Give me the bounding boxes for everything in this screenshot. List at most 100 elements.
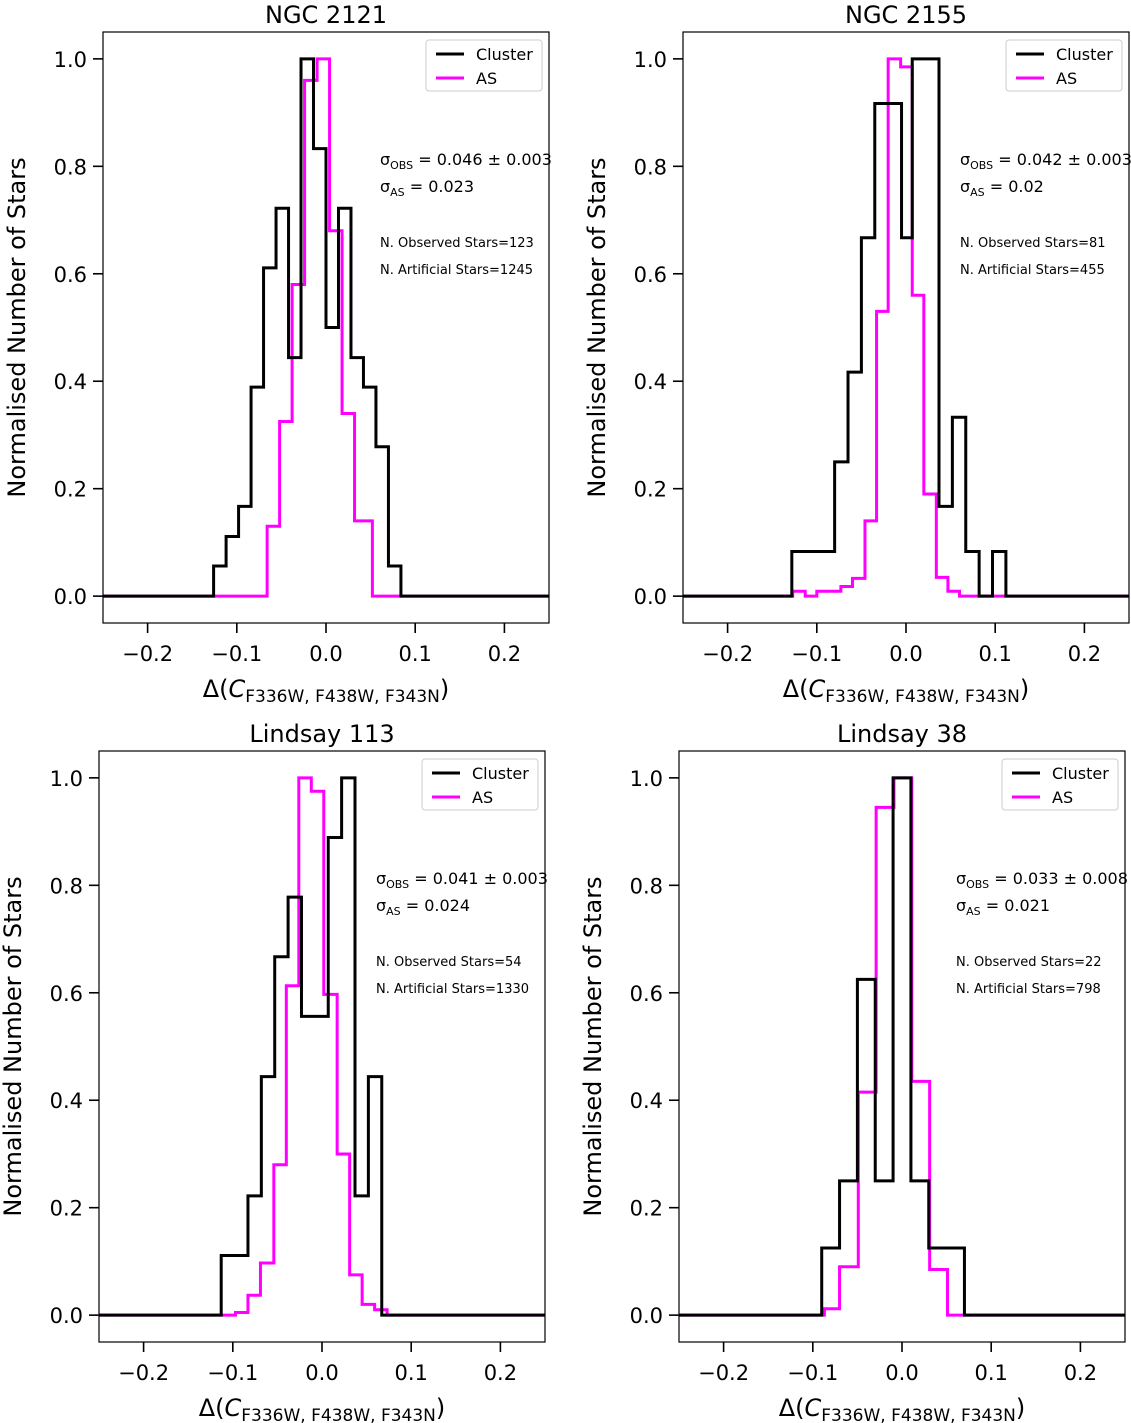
x-tick-label: 0.0	[309, 642, 342, 666]
x-tick-label: −0.2	[702, 642, 753, 666]
y-tick-label: 0.2	[54, 478, 87, 502]
legend: Cluster AS	[1001, 758, 1119, 811]
x-axis-label-suffix: )	[436, 1394, 445, 1422]
x-tick-label: 0.0	[889, 642, 922, 666]
sigma-as-value: 0.021	[1004, 896, 1050, 915]
y-tick-label: 0.4	[54, 370, 87, 394]
y-tick-label: 0.6	[50, 982, 83, 1006]
sigma-as-subscript: AS	[386, 905, 401, 918]
as-histogram-line	[683, 57, 1129, 598]
legend-label: AS	[1052, 788, 1073, 807]
y-tick-label: 1.0	[54, 48, 87, 72]
cluster-histogram-line	[679, 776, 1125, 1317]
chart-panel: NGC 2155 −0.2 −0.1 0.0 0.1 0.2 0.0 0.2 0.4 0.6 0.8…	[583, 1, 1131, 707]
sigma-as-subscript: AS	[390, 186, 405, 199]
sigma-obs-value: 0.041 ± 0.003	[433, 869, 548, 888]
x-axis-label-subscript: F336W, F438W, F343N	[241, 1406, 436, 1423]
chart-title: NGC 2121	[265, 1, 387, 29]
legend-label: AS	[472, 788, 493, 807]
equals-sign: =	[413, 150, 437, 169]
sigma-obs-annotation: σOBS = 0.033 ± 0.008	[956, 869, 1128, 891]
sigma-obs-subscript: OBS	[966, 878, 989, 891]
sigma-obs-annotation: σOBS = 0.046 ± 0.003	[380, 150, 552, 172]
legend-label: Cluster	[476, 45, 533, 64]
x-tick-label: −0.2	[122, 642, 173, 666]
legend-label: Cluster	[1052, 764, 1109, 783]
y-axis-label: Normalised Number of Stars	[0, 876, 27, 1216]
x-tick-label: 0.1	[394, 1361, 427, 1385]
sigma-symbol: σ	[960, 177, 970, 196]
x-tick-label: 0.1	[974, 1361, 1007, 1385]
x-axis-label: Δ(CF336W, F438W, F343N)	[783, 675, 1030, 707]
sigma-obs-value: 0.042 ± 0.003	[1017, 150, 1131, 169]
sigma-obs-annotation: σOBS = 0.042 ± 0.003	[960, 150, 1131, 172]
legend: Cluster AS	[421, 758, 539, 811]
x-axis-label-variable: C	[229, 675, 246, 703]
artificial-stars-annotation: N. Artificial Stars=1330	[376, 982, 529, 997]
equals-sign: =	[981, 896, 1005, 915]
x-tick-label: 0.0	[885, 1361, 918, 1385]
sigma-symbol: σ	[380, 150, 390, 169]
y-tick-label: 1.0	[630, 767, 663, 791]
x-axis-label-suffix: )	[440, 675, 449, 703]
sigma-as-subscript: AS	[966, 905, 981, 918]
sigma-symbol: σ	[956, 869, 966, 888]
x-tick-label: −0.1	[211, 642, 262, 666]
chart-panel: Lindsay 113 −0.2 −0.1 0.0 0.1 0.2 0.0 0.2 0.4 0.6…	[0, 720, 548, 1423]
legend-label: AS	[476, 69, 497, 88]
y-axis-label: Normalised Number of Stars	[3, 157, 31, 497]
sigma-obs-subscript: OBS	[970, 159, 993, 172]
x-tick-label: 0.2	[484, 1361, 517, 1385]
x-axis-label-suffix: )	[1020, 675, 1029, 703]
sigma-obs-value: 0.033 ± 0.008	[1013, 869, 1128, 888]
x-tick-label: 0.2	[1064, 1361, 1097, 1385]
legend: Cluster AS	[425, 39, 543, 92]
sigma-as-annotation: σAS = 0.021	[956, 896, 1050, 918]
x-axis-label: Δ(CF336W, F438W, F343N)	[199, 1394, 446, 1423]
y-axis-label: Normalised Number of Stars	[583, 157, 611, 497]
as-histogram-line	[679, 776, 1125, 1317]
legend-label: Cluster	[1056, 45, 1113, 64]
sigma-symbol: σ	[956, 896, 966, 915]
equals-sign: =	[989, 869, 1013, 888]
y-tick-label: 0.0	[634, 585, 667, 609]
sigma-obs-value: 0.046 ± 0.003	[437, 150, 552, 169]
observed-stars-annotation: N. Observed Stars=22	[956, 955, 1102, 970]
x-tick-label: 0.2	[1068, 642, 1101, 666]
artificial-stars-annotation: N. Artificial Stars=1245	[380, 263, 533, 278]
y-tick-label: 0.8	[630, 874, 663, 898]
y-tick-label: 0.4	[630, 1089, 663, 1113]
y-tick-label: 0.8	[54, 155, 87, 179]
x-tick-label: −0.2	[698, 1361, 749, 1385]
y-tick-label: 0.6	[630, 982, 663, 1006]
y-tick-label: 0.0	[50, 1304, 83, 1328]
y-tick-label: 0.4	[634, 370, 667, 394]
sigma-as-value: 0.02	[1008, 177, 1044, 196]
chart-title: Lindsay 113	[249, 720, 394, 748]
cluster-histogram-line	[103, 57, 549, 598]
sigma-obs-annotation: σOBS = 0.041 ± 0.003	[376, 869, 548, 891]
artificial-stars-annotation: N. Artificial Stars=455	[960, 263, 1105, 278]
x-axis-label-suffix: )	[1016, 1394, 1025, 1422]
sigma-symbol: σ	[960, 150, 970, 169]
x-tick-label: −0.1	[207, 1361, 258, 1385]
chart-title: Lindsay 38	[837, 720, 967, 748]
observed-stars-annotation: N. Observed Stars=123	[380, 236, 534, 251]
x-axis-label-prefix: Δ(	[783, 675, 809, 703]
plot-frame	[98, 750, 546, 1343]
sigma-as-annotation: σAS = 0.024	[376, 896, 470, 918]
x-axis-label-variable: C	[805, 1394, 822, 1422]
equals-sign: =	[401, 896, 425, 915]
sigma-symbol: σ	[376, 896, 386, 915]
x-axis-label-subscript: F336W, F438W, F343N	[245, 687, 440, 707]
x-axis-label: Δ(CF336W, F438W, F343N)	[779, 1394, 1026, 1423]
sigma-symbol: σ	[376, 869, 386, 888]
x-tick-label: −0.1	[787, 1361, 838, 1385]
y-tick-label: 0.6	[634, 263, 667, 287]
y-tick-label: 0.2	[630, 1197, 663, 1221]
y-tick-label: 1.0	[634, 48, 667, 72]
y-tick-label: 0.4	[50, 1089, 83, 1113]
legend-label: AS	[1056, 69, 1077, 88]
equals-sign: =	[405, 177, 429, 196]
